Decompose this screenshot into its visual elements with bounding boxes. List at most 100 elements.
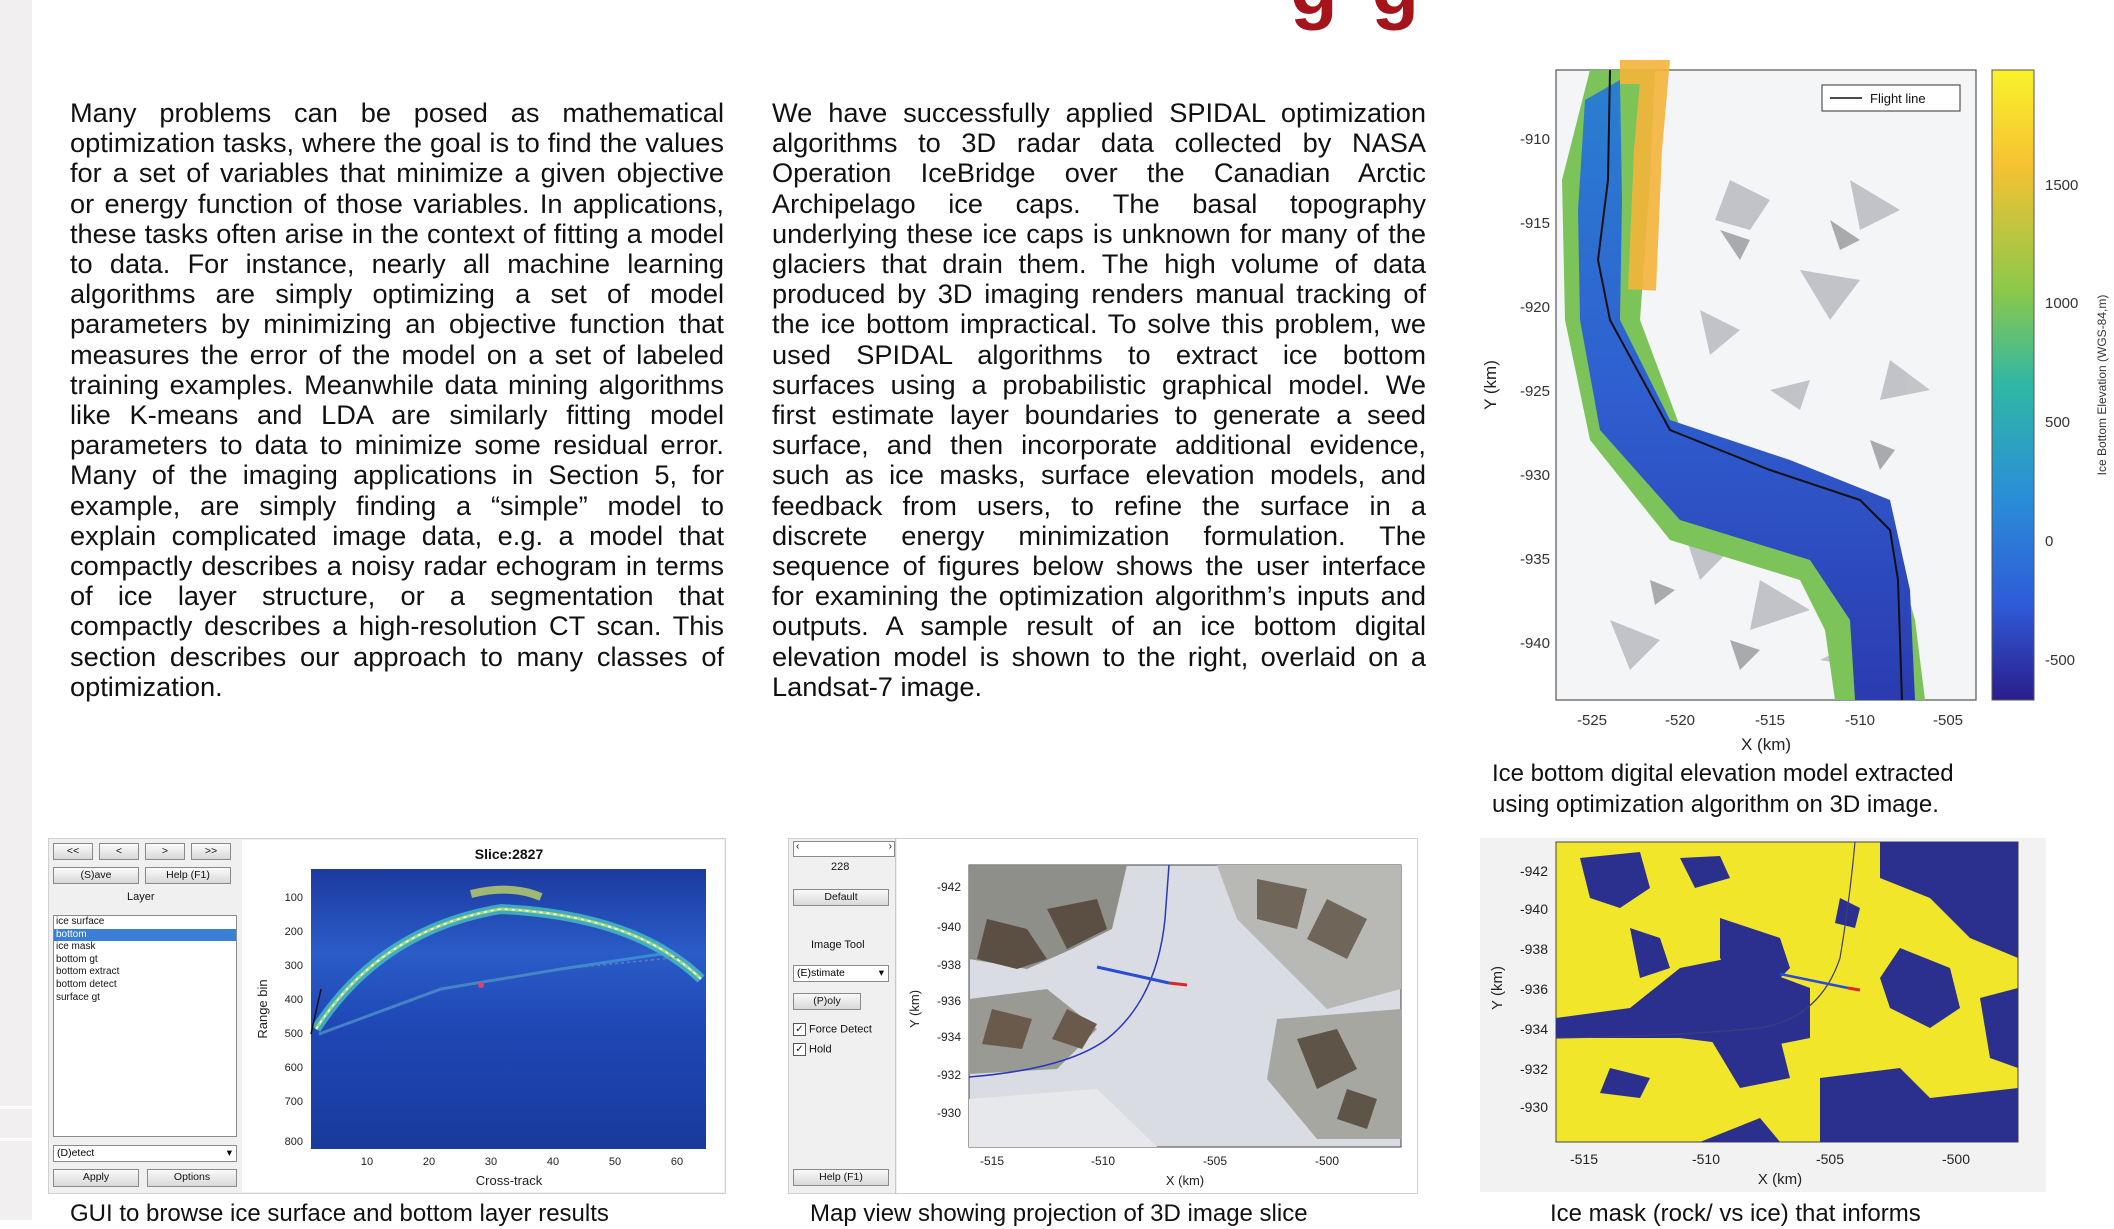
- detect-select[interactable]: (D)etect ▾: [53, 1145, 237, 1162]
- last-slice-button[interactable]: >>: [191, 843, 231, 860]
- svg-text:-934: -934: [937, 1030, 961, 1044]
- rock-regions: [1556, 842, 2018, 1142]
- landsat-texture: [1610, 180, 1930, 670]
- flight-path: [968, 864, 1170, 1078]
- dem-legend-text: Flight line: [1870, 91, 1926, 106]
- svg-text:-930: -930: [1520, 1099, 1548, 1115]
- slice-projection-line: [1779, 972, 1849, 990]
- svg-text:-910: -910: [1520, 131, 1550, 148]
- map-xlabel: X (km): [1166, 1173, 1204, 1188]
- dem-plot: Flight line -910 -915 -920 -925 -930 -93…: [1481, 56, 2109, 754]
- flight-line: [1596, 69, 1903, 701]
- next-slice-button[interactable]: >: [145, 843, 185, 860]
- echogram-x-ticks: 10 20 30 40 50 60: [361, 1156, 683, 1168]
- svg-text:-932: -932: [937, 1068, 961, 1082]
- estimate-select[interactable]: (E)stimate ▾: [793, 965, 889, 982]
- layer-listbox[interactable]: ice surface bottom ice mask bottom gt bo…: [53, 915, 237, 1137]
- mask-x-ticks: -515 -510 -505 -500: [1570, 1151, 1970, 1167]
- svg-text:-520: -520: [1665, 712, 1695, 729]
- layer-item[interactable]: surface gt: [56, 991, 100, 1003]
- svg-text:600: 600: [285, 1062, 303, 1074]
- svg-text:-500: -500: [1315, 1154, 1339, 1168]
- svg-text:-505: -505: [1933, 712, 1963, 729]
- poly-button[interactable]: (P)oly: [793, 993, 861, 1010]
- svg-text:-510: -510: [1845, 712, 1875, 729]
- apply-button[interactable]: Apply: [53, 1169, 139, 1187]
- map-plot: -942 -940 -938 -936 -934 -932 -930 -515 …: [897, 839, 1417, 1193]
- save-button[interactable]: (S)ave: [53, 867, 139, 884]
- dem-figure: Flight line -910 -915 -920 -925 -930 -93…: [1470, 56, 2114, 760]
- force-detect-checkbox[interactable]: ✓ Force Detect: [793, 1023, 872, 1036]
- layer-item[interactable]: ice surface: [56, 916, 105, 927]
- svg-text:500: 500: [2045, 414, 2070, 431]
- layer-item[interactable]: bottom detect: [56, 978, 117, 990]
- check-icon: ✓: [793, 1023, 806, 1036]
- hold-checkbox[interactable]: ✓ Hold: [793, 1043, 832, 1056]
- application-paragraph: We have successfully applied SPIDAL opti…: [772, 97, 1426, 702]
- dem-caption-line1: Ice bottom digital elevation model extra…: [1492, 760, 1954, 787]
- svg-text:-940: -940: [1520, 901, 1548, 917]
- svg-text:-936: -936: [937, 994, 961, 1008]
- map-ylabel: Y (km): [907, 990, 922, 1028]
- mask-plot: -942 -940 -938 -936 -934 -932 -930 -515 …: [1489, 841, 2019, 1188]
- svg-text:-934: -934: [1520, 1021, 1548, 1037]
- svg-text:-938: -938: [1520, 941, 1548, 957]
- svg-text:-515: -515: [1755, 712, 1785, 729]
- map-terrain: [969, 865, 1401, 1147]
- svg-text:-515: -515: [980, 1154, 1004, 1168]
- echogram-plot: Slice:2827 100 200 300 400 500 600 700 8…: [242, 840, 724, 1192]
- svg-text:-525: -525: [1577, 712, 1607, 729]
- svg-text:700: 700: [285, 1096, 303, 1108]
- mask-ylabel: Y (km): [1489, 966, 1506, 1010]
- slice-value: 228: [831, 861, 850, 873]
- first-slice-button[interactable]: <<: [53, 843, 93, 860]
- svg-text:-940: -940: [937, 920, 961, 934]
- chevron-right-icon: ›: [888, 841, 892, 852]
- echogram-title: Slice:2827: [475, 846, 544, 862]
- prev-slice-button[interactable]: <: [99, 843, 139, 860]
- gui-figure: << < > >> (S)ave Help (F1) Layer ice sur…: [48, 838, 726, 1194]
- section-title-fragment: g g: [1290, 0, 1425, 26]
- layer-item[interactable]: bottom gt: [56, 953, 98, 965]
- layer-item[interactable]: ice mask: [56, 941, 96, 953]
- help-button[interactable]: Help (F1): [145, 867, 231, 884]
- dem-ylabel: Y (km): [1481, 360, 1500, 410]
- default-button[interactable]: Default: [793, 889, 889, 906]
- layer-item-selected[interactable]: bottom: [54, 928, 236, 942]
- echogram-y-ticks: 100 200 300 400 500 600 700 800: [285, 892, 303, 1148]
- image-tool-label: Image Tool: [811, 939, 865, 951]
- svg-text:-510: -510: [1091, 1154, 1115, 1168]
- svg-text:-940: -940: [1520, 635, 1550, 652]
- svg-text:-920: -920: [1520, 299, 1550, 316]
- svg-text:400: 400: [285, 994, 303, 1006]
- svg-text:-500: -500: [2045, 652, 2075, 669]
- svg-text:60: 60: [671, 1156, 683, 1168]
- svg-text:50: 50: [609, 1156, 621, 1168]
- svg-text:-915: -915: [1520, 215, 1550, 232]
- slice-slider[interactable]: ‹ ›: [793, 841, 895, 857]
- svg-text:20: 20: [423, 1156, 435, 1168]
- slice-projection-line: [1096, 965, 1170, 985]
- mask-xlabel: X (km): [1758, 1171, 1802, 1188]
- layer-item[interactable]: bottom extract: [56, 966, 120, 978]
- map-x-ticks: -515 -510 -505 -500: [980, 1154, 1339, 1168]
- svg-text:-505: -505: [1203, 1154, 1227, 1168]
- svg-text:100: 100: [285, 892, 303, 904]
- svg-text:800: 800: [285, 1136, 303, 1148]
- svg-text:500: 500: [285, 1028, 303, 1040]
- svg-text:-930: -930: [937, 1106, 961, 1120]
- map-help-button[interactable]: Help (F1): [793, 1169, 889, 1186]
- echogram-image: [311, 869, 706, 1149]
- svg-text:-515: -515: [1570, 1151, 1598, 1167]
- dem-caption-line2: using optimization algorithm on 3D image…: [1492, 791, 1939, 818]
- options-button[interactable]: Options: [147, 1169, 237, 1187]
- mask-figure: -942 -940 -938 -936 -934 -932 -930 -515 …: [1480, 838, 2046, 1192]
- echogram-ylabel: Range bin: [255, 979, 270, 1038]
- dem-colorbar-ticks: 1500 1000 500 0 -500: [2045, 177, 2078, 669]
- intro-paragraph: Many problems can be posed as mathematic…: [70, 97, 724, 702]
- dem-y-ticks: -910 -915 -920 -925 -930 -935 -940: [1520, 131, 1550, 652]
- dem-colorbar-label: Ice Bottom Elevation (WGS-84,m): [2095, 295, 2109, 476]
- svg-text:-936: -936: [1520, 981, 1548, 997]
- layer-label: Layer: [127, 891, 155, 903]
- svg-text:-932: -932: [1520, 1061, 1548, 1077]
